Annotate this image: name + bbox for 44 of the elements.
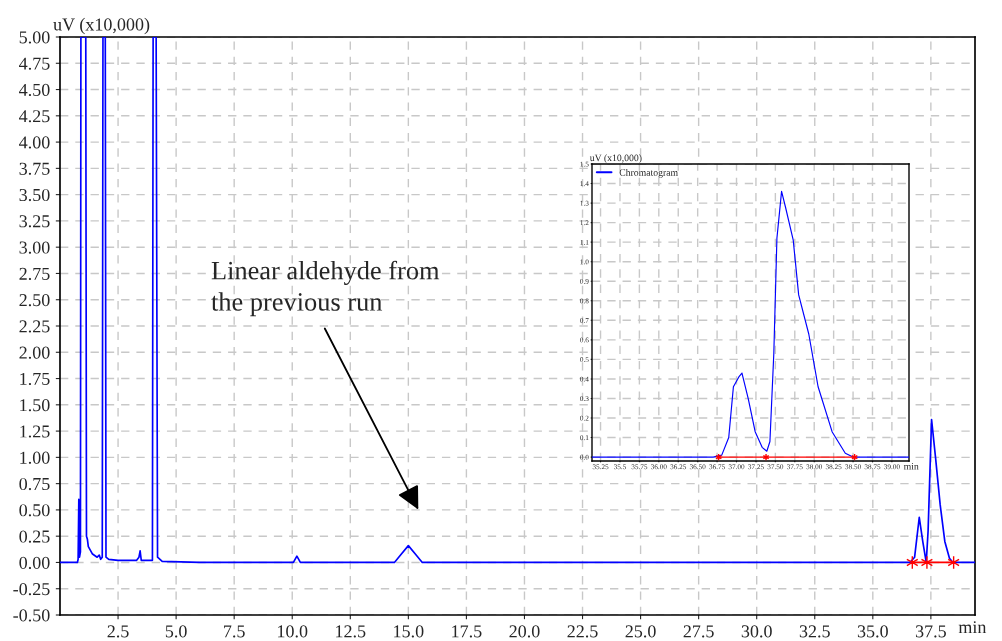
y-tick-label: 3.25 (19, 215, 50, 228)
y-tick-label: 4.25 (19, 110, 50, 123)
x-tick-label: 32.5 (799, 625, 830, 638)
x-tick-label: 5.0 (165, 625, 187, 638)
x-tick-label: 35.0 (857, 625, 888, 638)
x-tick-label: 15.0 (394, 625, 424, 638)
y-tick-label: 0.75 (19, 477, 50, 491)
y-tick-label: 0.25 (19, 530, 50, 543)
y-axis-title: uV (x10,000) (53, 17, 150, 35)
x-tick-label: 25.0 (625, 625, 656, 638)
x-tick-label: 37.5 (915, 625, 946, 638)
x-tick-label: 7.5 (224, 625, 245, 638)
y-tick-label: 4.00 (19, 136, 50, 149)
y-tick-label: 0.50 (19, 504, 50, 517)
y-tick-label: 2.75 (19, 267, 50, 280)
x-tick-label: 10.0 (278, 625, 308, 638)
y-tick-label: 1.25 (20, 425, 50, 438)
y-tick-label: 1.50 (20, 399, 50, 412)
y-tick-label: 4.75 (19, 57, 50, 70)
x-tick-label: 30.0 (741, 625, 772, 638)
y-axis-title: uV (x10,000) (589, 154, 642, 164)
y-tick-label: -0.50 (13, 609, 50, 622)
x-axis-title: min (903, 463, 919, 470)
y-tick-label: 2.50 (19, 293, 50, 307)
x-tick-label: 2.5 (107, 625, 129, 638)
legend-label: Chromatogram (619, 168, 678, 178)
x-tick-label: 27.5 (683, 625, 714, 638)
y-tick-label: 3.50 (19, 188, 50, 202)
y-tick-label: 3.75 (19, 162, 50, 175)
y-tick-label: 2.25 (19, 320, 50, 333)
y-tick-label: 2.00 (19, 346, 50, 359)
x-tick-label: 12.5 (336, 625, 366, 638)
y-tick-label: 5.00 (19, 31, 50, 44)
y-tick-label: 1.75 (20, 372, 50, 386)
y-tick-label: -0.25 (13, 582, 50, 596)
y-tick-label: 0.00 (19, 556, 50, 569)
y-tick-label: 1.00 (20, 451, 50, 464)
y-tick-label: 3.00 (19, 241, 50, 254)
x-tick-label: 20.0 (509, 625, 540, 638)
y-tick-label: 4.50 (19, 83, 50, 97)
annotation: Linear aldehyde from the previous run (211, 260, 440, 317)
x-axis-title: min (958, 621, 987, 634)
x-tick-label: 22.5 (567, 625, 598, 638)
x-tick-label: 17.5 (452, 625, 482, 638)
